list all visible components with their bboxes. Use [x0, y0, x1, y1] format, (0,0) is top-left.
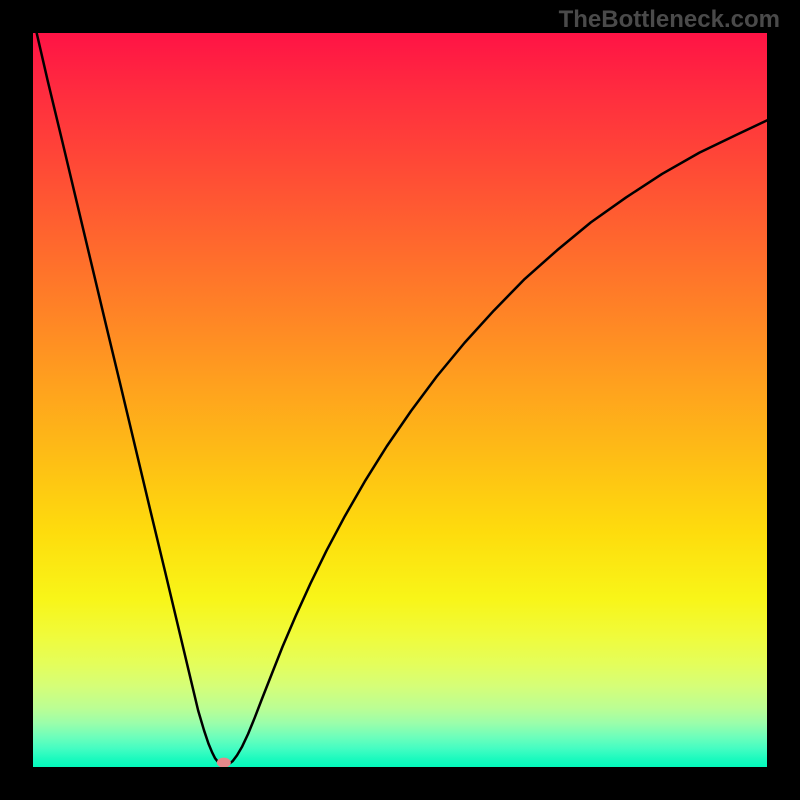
gradient-background [33, 33, 767, 767]
watermark-text: TheBottleneck.com [559, 6, 780, 34]
bottleneck-chart [33, 33, 767, 767]
